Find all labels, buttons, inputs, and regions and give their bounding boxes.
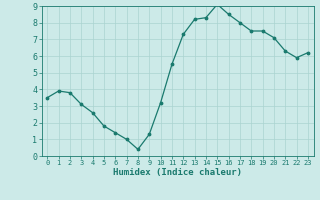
X-axis label: Humidex (Indice chaleur): Humidex (Indice chaleur)	[113, 168, 242, 177]
